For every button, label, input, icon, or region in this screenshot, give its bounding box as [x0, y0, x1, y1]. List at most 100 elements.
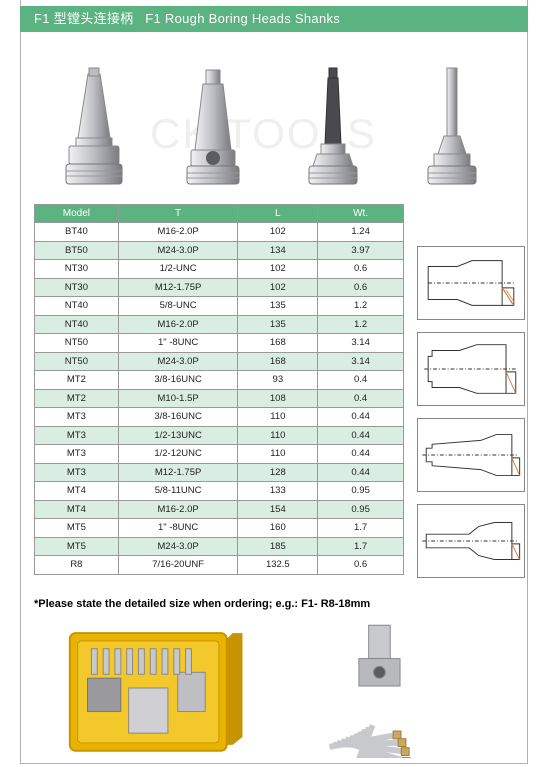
cell-model: MT2	[35, 389, 119, 408]
col-l: L	[238, 205, 318, 223]
table-row: MT5M24-3.0P1851.7	[35, 537, 404, 556]
cell-t: M24-3.0P	[118, 241, 238, 260]
cell-t: 7/16-20UNF	[118, 556, 238, 575]
cell-t: 5/8-UNC	[118, 297, 238, 316]
cell-l: 135	[238, 315, 318, 334]
cell-model: MT3	[35, 426, 119, 445]
product-row	[34, 56, 512, 196]
cell-model: MT3	[35, 463, 119, 482]
mt-taper-shank	[293, 66, 373, 196]
cell-t: 3/8-16UNC	[118, 371, 238, 390]
cell-l: 168	[238, 334, 318, 353]
cell-model: MT5	[35, 519, 119, 538]
table-row: NT501" -8UNC1683.14	[35, 334, 404, 353]
cell-l: 128	[238, 463, 318, 482]
table-row: NT30M12-1.75P1020.6	[35, 278, 404, 297]
cell-wt: 0.44	[318, 408, 404, 427]
cell-l: 110	[238, 408, 318, 427]
cell-wt: 0.6	[318, 260, 404, 279]
cell-wt: 1.7	[318, 537, 404, 556]
table-row: BT40M16-2.0P1021.24	[35, 223, 404, 242]
table-row: NT405/8-UNC1351.2	[35, 297, 404, 316]
table-row: MT31/2-12UNC1100.44	[35, 445, 404, 464]
cell-l: 154	[238, 500, 318, 519]
order-footnote: *Please state the detailed size when ord…	[34, 598, 370, 610]
cell-wt: 0.44	[318, 445, 404, 464]
cell-l: 110	[238, 445, 318, 464]
cell-model: MT3	[35, 445, 119, 464]
cell-wt: 0.4	[318, 389, 404, 408]
table-row: MT45/8-11UNC1330.95	[35, 482, 404, 501]
table-header-row: Model T L Wt.	[35, 205, 404, 223]
kit-box-photo	[60, 618, 266, 758]
header-title-en: F1 Rough Boring Heads Shanks	[145, 11, 340, 26]
cell-l: 185	[238, 537, 318, 556]
cell-wt: 0.95	[318, 500, 404, 519]
table-row: NT301/2-UNC1020.6	[35, 260, 404, 279]
cell-l: 102	[238, 260, 318, 279]
cell-wt: 3.97	[318, 241, 404, 260]
cell-model: NT50	[35, 334, 119, 353]
cell-model: MT4	[35, 500, 119, 519]
cell-wt: 1.2	[318, 315, 404, 334]
header-title-cn: F1 型镗头连接柄	[34, 11, 133, 26]
cell-l: 132.5	[238, 556, 318, 575]
bottom-photo-row	[60, 618, 506, 758]
cell-model: NT50	[35, 352, 119, 371]
cell-t: M12-1.75P	[118, 463, 238, 482]
cell-t: M12-1.75P	[118, 278, 238, 297]
cell-t: M16-2.0P	[118, 223, 238, 242]
cell-model: NT30	[35, 278, 119, 297]
table-row: NT50M24-3.0P1683.14	[35, 352, 404, 371]
diagrams-column	[417, 246, 525, 590]
cell-t: 1/2-13UNC	[118, 426, 238, 445]
cell-wt: 1.7	[318, 519, 404, 538]
cell-wt: 1.2	[318, 297, 404, 316]
cell-wt: 1.24	[318, 223, 404, 242]
cell-t: M16-2.0P	[118, 315, 238, 334]
cell-model: BT40	[35, 223, 119, 242]
cell-t: 1" -8UNC	[118, 334, 238, 353]
cell-t: 5/8-11UNC	[118, 482, 238, 501]
spec-table: Model T L Wt. BT40M16-2.0P1021.24BT50M24…	[34, 204, 404, 575]
cell-t: 3/8-16UNC	[118, 408, 238, 427]
table-row: MT51" -8UNC1601.7	[35, 519, 404, 538]
cell-model: MT2	[35, 371, 119, 390]
cell-wt: 3.14	[318, 334, 404, 353]
diagram-r8	[417, 504, 525, 578]
cell-l: 133	[238, 482, 318, 501]
cell-l: 110	[238, 426, 318, 445]
cell-wt: 0.6	[318, 278, 404, 297]
cell-wt: 0.6	[318, 556, 404, 575]
cell-wt: 0.44	[318, 463, 404, 482]
col-wt: Wt.	[318, 205, 404, 223]
cell-model: BT50	[35, 241, 119, 260]
cell-model: NT40	[35, 315, 119, 334]
cell-wt: 3.14	[318, 352, 404, 371]
cell-l: 134	[238, 241, 318, 260]
table-row: MT23/8-16UNC930.4	[35, 371, 404, 390]
cell-model: MT4	[35, 482, 119, 501]
cell-t: M16-2.0P	[118, 500, 238, 519]
cell-model: R8	[35, 556, 119, 575]
bt-taper-shank	[54, 66, 134, 196]
cell-t: M10-1.5P	[118, 389, 238, 408]
cell-t: M24-3.0P	[118, 352, 238, 371]
table-row: MT3M12-1.75P1280.44	[35, 463, 404, 482]
cell-model: NT30	[35, 260, 119, 279]
table-row: BT50M24-3.0P1343.97	[35, 241, 404, 260]
table-row: MT2M10-1.5P1080.4	[35, 389, 404, 408]
diagram-nt	[417, 332, 525, 406]
cell-l: 160	[238, 519, 318, 538]
diagram-mt	[417, 418, 525, 492]
cell-l: 168	[238, 352, 318, 371]
cell-wt: 0.4	[318, 371, 404, 390]
cell-l: 135	[238, 297, 318, 316]
table-row: R87/16-20UNF132.50.6	[35, 556, 404, 575]
r8-shank	[412, 66, 492, 196]
col-t: T	[118, 205, 238, 223]
nt-taper-shank	[173, 66, 253, 196]
cell-t: 1/2-UNC	[118, 260, 238, 279]
cell-model: MT5	[35, 537, 119, 556]
cell-t: 1/2-12UNC	[118, 445, 238, 464]
